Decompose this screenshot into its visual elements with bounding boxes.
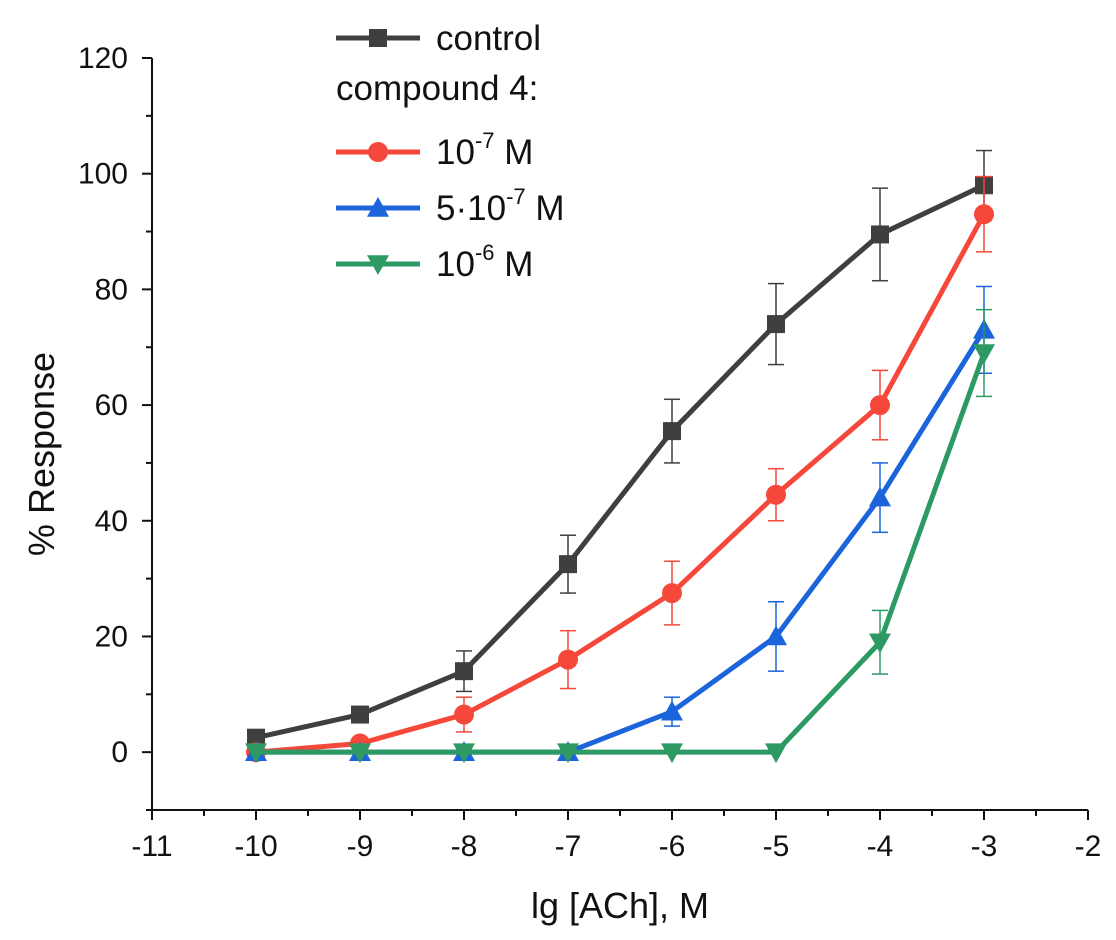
series-line — [256, 352, 987, 755]
x-tick-label: -6 — [659, 830, 686, 863]
data-point — [871, 225, 889, 244]
legend-label-base: 10 — [436, 133, 475, 172]
series-line — [255, 212, 987, 755]
x-tick-label: -2 — [1075, 830, 1102, 863]
legend-marker — [368, 142, 388, 162]
x-tick-label: -5 — [763, 830, 790, 863]
legend-label: control — [436, 19, 541, 58]
axes: -11 -10 -9 -8 -7 -6 -5 -4 -3 -2 0 20 40 60 80 100 120 — [78, 42, 1101, 863]
x-tick-label: -8 — [451, 830, 478, 863]
data-point — [663, 422, 681, 441]
y-tick-label: 40 — [95, 505, 128, 538]
legend-label-base: 5·10 — [436, 189, 506, 228]
legend-label-base: 10 — [436, 245, 475, 284]
data-point — [661, 700, 683, 721]
x-tick-label: -11 — [131, 830, 172, 863]
x-tick-label: -4 — [867, 830, 894, 863]
data-point — [245, 743, 267, 764]
series-line — [255, 183, 986, 741]
y-tick-label: 80 — [95, 273, 128, 306]
x-tick-label: -7 — [555, 830, 582, 863]
y-tick-label: 20 — [95, 620, 128, 653]
data-point — [974, 204, 994, 225]
y-tick-label: 120 — [78, 42, 128, 75]
data-point — [973, 344, 995, 365]
legend-label: 10-7 M — [436, 128, 533, 172]
legend-label-unit: M — [526, 189, 565, 228]
data-point — [661, 743, 683, 764]
legend-label-unit: M — [495, 245, 534, 284]
series-0 — [247, 149, 993, 747]
series-line — [256, 328, 987, 755]
legend-item-3: 10-6 M — [336, 240, 533, 284]
y-axis-title: % Response — [21, 352, 62, 556]
legend-item-2: 5·10-7 M — [336, 184, 565, 228]
data-point — [454, 704, 474, 725]
data-point — [455, 662, 473, 681]
legend-item-0: control — [336, 19, 541, 58]
legend-item-1: 10-7 M — [336, 128, 533, 172]
y-tick-label: 60 — [95, 389, 128, 422]
data-point — [765, 743, 787, 764]
legend-marker — [369, 29, 387, 47]
series-3 — [245, 308, 995, 764]
plot-area — [245, 149, 995, 764]
legend-marker — [367, 197, 389, 217]
legend-label: 5·10-7 M — [436, 184, 565, 228]
data-point — [453, 743, 475, 764]
data-point — [559, 555, 577, 574]
data-point — [351, 705, 369, 724]
legend-heading: compound 4: — [336, 69, 538, 108]
x-axis-title: lg [ACh], M — [531, 885, 709, 926]
y-tick-label: 0 — [111, 736, 128, 769]
legend-marker — [367, 255, 389, 275]
data-point — [247, 728, 265, 747]
series-1 — [246, 175, 994, 763]
y-tick-label: 100 — [78, 158, 128, 191]
data-point — [557, 743, 579, 764]
legend-label-unit: M — [495, 133, 534, 172]
data-point — [349, 743, 371, 764]
series-2 — [245, 285, 995, 761]
data-point — [765, 625, 787, 646]
x-tick-label: -3 — [971, 830, 998, 863]
legend-label-exponent: -6 — [475, 240, 495, 265]
data-point — [662, 583, 682, 604]
data-point — [869, 633, 891, 654]
data-point — [869, 486, 891, 507]
x-tick-label: -9 — [347, 830, 374, 863]
x-tick-label: -10 — [234, 830, 277, 863]
legend-label-exponent: -7 — [506, 184, 526, 209]
legend-label-exponent: -7 — [475, 128, 495, 153]
legend-label: 10-6 M — [436, 240, 533, 284]
data-point — [766, 484, 786, 505]
data-point — [870, 395, 890, 416]
data-point — [558, 649, 578, 670]
data-point — [767, 315, 785, 334]
